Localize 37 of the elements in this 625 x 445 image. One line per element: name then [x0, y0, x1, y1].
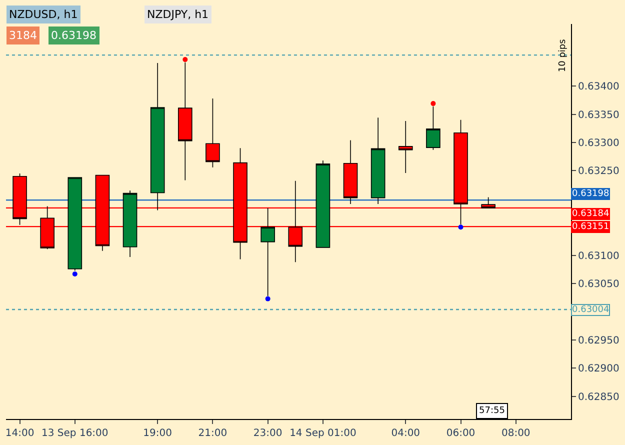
candlestick [316, 160, 330, 248]
annotation: 57:55 [479, 406, 505, 416]
candlestick [206, 98, 220, 168]
annotation: 3184 [9, 29, 37, 42]
x-tick-label: 14 Sep 01:00 [290, 428, 356, 439]
annotation: 0.63198 [51, 29, 96, 42]
x-tick-label: 08:00 [501, 428, 530, 439]
x-tick-label: 21:00 [198, 428, 228, 439]
candlestick [260, 208, 275, 296]
y-tick-label: 0.63350 [578, 110, 620, 121]
x-tick-label: 14:00 [5, 428, 34, 439]
y-tick-label: 0.62850 [578, 392, 620, 403]
y-tick-label: 0.63400 [578, 82, 620, 93]
ref-line-label: 0.63004 [572, 305, 610, 315]
ref-line-label: 0.63184 [572, 209, 610, 219]
y-tick-label: 0.63050 [578, 279, 620, 290]
y-tick-label: 0.63250 [578, 166, 620, 178]
x-tick-label: 19:00 [143, 428, 172, 439]
x-tick-label: 13 Sep 16:00 [42, 428, 108, 439]
candlestick [68, 177, 82, 271]
x-tick-label: 04:00 [391, 428, 420, 439]
y-tick-label: 0.62900 [578, 364, 620, 375]
annotation: 10 pips [558, 38, 568, 72]
candlestick [370, 117, 386, 204]
candlestick [343, 140, 358, 204]
text: NZDJPY, h1 [147, 8, 209, 21]
x-tick-label: 23:00 [253, 428, 282, 439]
candlestick [150, 62, 165, 211]
y-tick-label: 0.62950 [578, 336, 620, 346]
ref-line-label: 0.63151 [572, 222, 610, 232]
candlestick [398, 120, 413, 174]
y-tick-label: 0.63100 [578, 250, 620, 262]
x-tick-label: 06:00 [446, 428, 476, 439]
y-tick-label: 0.63300 [578, 138, 620, 149]
candlestick [122, 190, 138, 258]
text: NZDUSD, h1 [9, 8, 78, 21]
ref-line-label: 0.63198 [572, 189, 610, 199]
